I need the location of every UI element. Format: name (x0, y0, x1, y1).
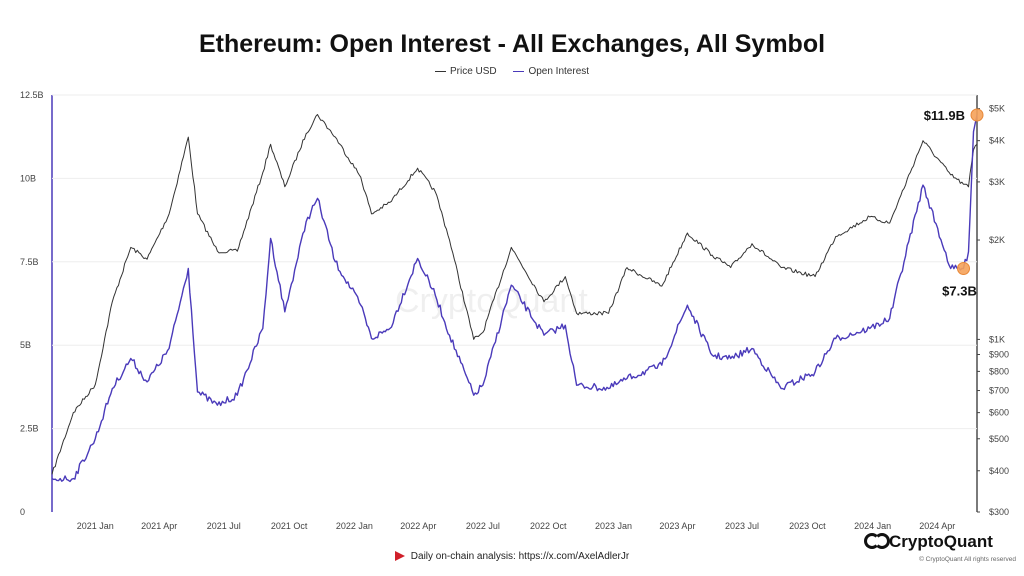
price-line (51, 114, 978, 475)
footer-note: Daily on-chain analysis: https://x.com/A… (0, 551, 1024, 562)
right-tick-label: $800 (989, 366, 1009, 376)
x-tick-label: 2021 Jul (207, 521, 241, 531)
annotation-marker (957, 261, 971, 275)
chart-legend: Price USD Open Interest (0, 66, 1024, 77)
x-tick-label: 2022 Apr (400, 521, 436, 531)
left-tick-label: 7.5B (20, 257, 39, 267)
right-axis-ticks: $300 $400 $500 $600 $700 $800 $900 $1K $2K $3K $4K… (977, 104, 1009, 517)
copyright-text: © CryptoQuant All rights reserved (919, 556, 1016, 563)
annotation-label: $7.3B (942, 283, 977, 298)
left-tick-label: 5B (20, 340, 31, 350)
right-tick-label: $700 (989, 386, 1009, 396)
x-tick-label: 2022 Oct (530, 521, 567, 531)
annotations: $11.9B $7.3B (924, 108, 984, 298)
x-tick-label: 2022 Jan (336, 521, 373, 531)
open-interest-line (51, 114, 978, 483)
brand-name: CryptoQuant (889, 532, 993, 551)
legend-swatch-open-interest (513, 70, 525, 72)
x-tick-label: 2022 Jul (466, 521, 500, 531)
annotation-label: $11.9B (924, 108, 965, 123)
cryptoquant-logo-icon (864, 533, 890, 549)
right-tick-label: $900 (989, 350, 1009, 360)
legend-item-price[interactable]: Price USD (434, 66, 497, 77)
x-axis-ticks: 2021 Jan 2021 Apr 2021 Jul 2021 Oct 2022 Jan… (77, 521, 955, 531)
x-tick-label: 2023 Oct (789, 521, 826, 531)
x-tick-label: 2024 Apr (919, 521, 955, 531)
footer-link-text[interactable]: Daily on-chain analysis: https://x.com/A… (410, 551, 630, 562)
chart-title: Ethereum: Open Interest - All Exchanges,… (198, 30, 826, 58)
annotation-marker (970, 108, 984, 122)
x-tick-label: 2023 Jul (725, 521, 759, 531)
legend-label-price: Price USD (449, 66, 497, 77)
legend-label-open-interest: Open Interest (528, 66, 590, 77)
right-tick-label: $4K (989, 136, 1005, 146)
left-tick-label: 12.5B (20, 90, 44, 100)
legend-item-open-interest[interactable]: Open Interest (513, 66, 589, 77)
x-tick-label: 2024 Jan (854, 521, 891, 531)
left-axis-ticks: 0 2.5B 5B 7.5B 10B 12.5B (20, 90, 44, 517)
x-tick-label: 2023 Apr (659, 521, 695, 531)
left-tick-label: 2.5B (20, 424, 39, 434)
right-tick-label: $400 (989, 466, 1009, 476)
right-tick-label: $3K (989, 177, 1005, 187)
red-flag-icon (394, 551, 405, 562)
right-tick-label: $600 (989, 408, 1009, 418)
x-tick-label: 2023 Jan (595, 521, 632, 531)
watermark: CryptoQuant (395, 282, 588, 320)
left-tick-label: 10B (20, 173, 36, 183)
legend-swatch-price (434, 70, 446, 72)
right-tick-label: $1K (989, 334, 1005, 344)
right-tick-label: $5K (989, 104, 1005, 114)
x-tick-label: 2021 Apr (141, 521, 177, 531)
x-tick-label: 2021 Jan (77, 521, 114, 531)
brand-logo: CryptoQuant (864, 532, 1014, 556)
grid-lines (52, 94, 977, 430)
left-tick-label: 0 (20, 507, 25, 517)
right-tick-label: $2K (989, 235, 1005, 245)
right-tick-label: $300 (989, 507, 1009, 517)
x-tick-label: 2021 Oct (271, 521, 308, 531)
series-lines (51, 114, 978, 483)
right-tick-label: $500 (989, 434, 1009, 444)
